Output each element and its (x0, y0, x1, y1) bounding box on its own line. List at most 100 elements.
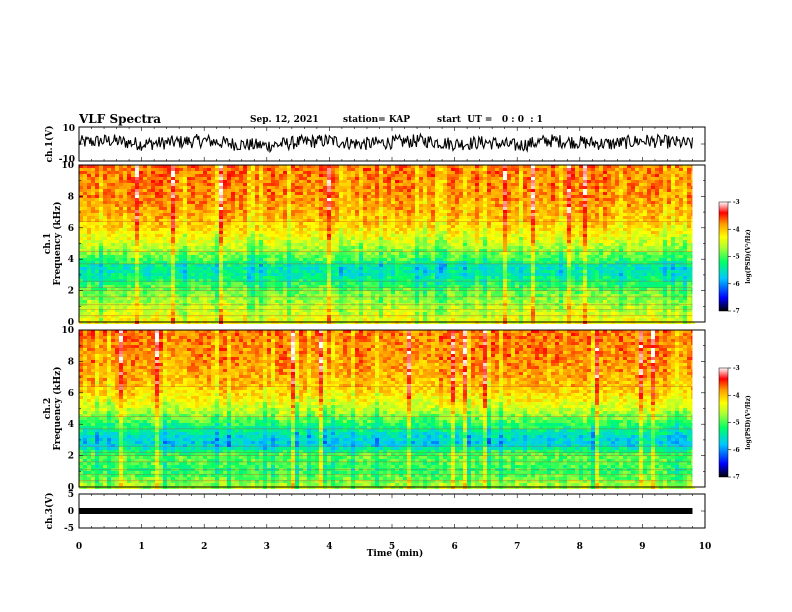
ch1-spectrogram-cell (499, 207, 503, 210)
ch1-spectrogram-cell (395, 171, 399, 174)
ch1-spectrogram-cell (155, 168, 159, 171)
ch1-spectrogram-cell (227, 216, 231, 219)
ch1-spectrogram-cell (519, 249, 523, 252)
ch1-spectrogram-cell (267, 252, 271, 255)
ch1-spectrogram-cell (335, 198, 339, 201)
ch1-spectrogram-cell (119, 252, 123, 255)
ch1-spectrogram-cell (507, 204, 511, 207)
ch1-spectrogram-cell (447, 186, 451, 189)
ch1-spectrogram-cell (319, 225, 323, 228)
ch1-spectrogram-cell (391, 195, 395, 198)
ch1-spectrogram-cell (199, 222, 203, 225)
ch1-spectrogram-cell (635, 213, 639, 216)
ch1-spectrogram-cell (535, 243, 539, 246)
ch1-spectrogram-cell (619, 225, 623, 228)
ch1-spectrogram-cell (303, 246, 307, 249)
ch1-spectrogram-cell (295, 222, 299, 225)
ch1-spectrogram-cell (495, 225, 499, 228)
ch1-spectrogram-cell (539, 186, 543, 189)
ch1-spectrogram-cell (215, 225, 219, 228)
ch1-spectrogram-cell (79, 168, 83, 171)
ch1-spectrogram-cell (507, 225, 511, 228)
ch1-spectrogram-cell (443, 174, 447, 177)
ch1-spectrogram-cell (331, 240, 335, 243)
ch1-spectrogram-cell (259, 183, 263, 186)
ch1-spectrogram-cell (111, 165, 115, 168)
ch1-spectrogram-cell (567, 195, 571, 198)
ch1-spectrogram-cell (499, 183, 503, 186)
ch1-spectrogram-cell (595, 177, 599, 180)
ch1-spectrogram-cell (207, 240, 211, 243)
ch1-spectrogram-cell (639, 171, 643, 174)
ch1-spectrogram-cell (427, 216, 431, 219)
ch1-spectrogram-cell (355, 249, 359, 252)
ch1-spectrogram-cell (643, 186, 647, 189)
ch1-spectrogram-cell (139, 240, 143, 243)
ch1-spectrogram-cell (203, 237, 207, 240)
ch1-spectrogram-cell (387, 252, 391, 255)
ch1-spectrogram-cell (471, 204, 475, 207)
ch1-spectrogram-cell (371, 219, 375, 222)
ch1-spectrogram-cell (239, 165, 243, 168)
ch1-spectrogram-cell (351, 210, 355, 213)
ch1-spectrogram-cell (279, 171, 283, 174)
ch1-spectrogram-cell (327, 222, 331, 225)
ch1-spectrogram-cell (211, 186, 215, 189)
ch1-spectrogram-cell (563, 192, 567, 195)
ch1-spectrogram-cell (355, 174, 359, 177)
ch1-spectrogram-cell (151, 207, 155, 210)
ch1-spectrogram-cell (379, 237, 383, 240)
ch1-spectrogram-cell (559, 189, 563, 192)
ch1-spectrogram-cell (83, 222, 87, 225)
ch1-spectrogram-cell (543, 219, 547, 222)
ch1-spectrogram-cell (367, 216, 371, 219)
ch1-spectrogram-cell (599, 189, 603, 192)
ch1-spectrogram-cell (439, 246, 443, 249)
ch1-spectrogram-cell (355, 210, 359, 213)
ch1-spectrogram-cell (303, 240, 307, 243)
ch1-spectrogram-cell (247, 246, 251, 249)
ch1-spectrogram-cell (515, 225, 519, 228)
ch1-spectrogram-cell (571, 168, 575, 171)
ch1-spectrogram-cell (183, 177, 187, 180)
ch1-spectrogram-cell (311, 171, 315, 174)
ch1-spectrogram-cell (447, 246, 451, 249)
ch1-spectrogram-cell (479, 177, 483, 180)
ch1-spectrogram-cell (479, 234, 483, 237)
ch1-spectrogram-cell (607, 225, 611, 228)
ch1-spectrogram-cell (515, 201, 519, 204)
ch1-spectrogram-cell (203, 183, 207, 186)
ch1-spectrogram-cell (175, 195, 179, 198)
ch1-spectrogram-cell (483, 207, 487, 210)
ch1-spectrogram-cell (299, 171, 303, 174)
ch1-spectrogram-cell (271, 186, 275, 189)
ch1-spectrogram-cell (487, 225, 491, 228)
ch1-spectrogram-cell (291, 165, 295, 168)
ch1-spectrogram-cell (359, 174, 363, 177)
ch1-spectrogram-cell (635, 216, 639, 219)
ch1-spectrogram-cell (635, 225, 639, 228)
ch1-spectrogram-cell (319, 201, 323, 204)
ch1-spectrogram-cell (491, 177, 495, 180)
ch1-spectrogram-cell (187, 192, 191, 195)
ch1-spectrogram-cell (647, 234, 651, 237)
ch1-spectrogram-cell (283, 249, 287, 252)
ch1-spectrogram-cell (399, 186, 403, 189)
ch1-spectrogram-cell (87, 243, 91, 246)
ch1-spectrogram-cell (643, 237, 647, 240)
ch1-spectrogram-cell (511, 177, 515, 180)
ch1-spectrogram-cell (443, 216, 447, 219)
ch1-spectrogram-cell (239, 231, 243, 234)
ch1-spectrogram-cell (475, 180, 479, 183)
ch1-spectrogram-cell (295, 252, 299, 255)
ch1-spectrogram-cell (343, 186, 347, 189)
ch1-spectrogram-cell (527, 231, 531, 234)
ch1-spectrogram-cell (251, 249, 255, 252)
ch1-spectrogram-cell (291, 177, 295, 180)
ch1-spectrogram-cell (339, 177, 343, 180)
ch1-spectrogram-cell (451, 246, 455, 249)
ch1-spectrogram-cell (119, 189, 123, 192)
ch1-spectrogram-cell (591, 204, 595, 207)
ch1-spectrogram-cell (587, 207, 591, 210)
ch1-spectrogram-cell (463, 222, 467, 225)
